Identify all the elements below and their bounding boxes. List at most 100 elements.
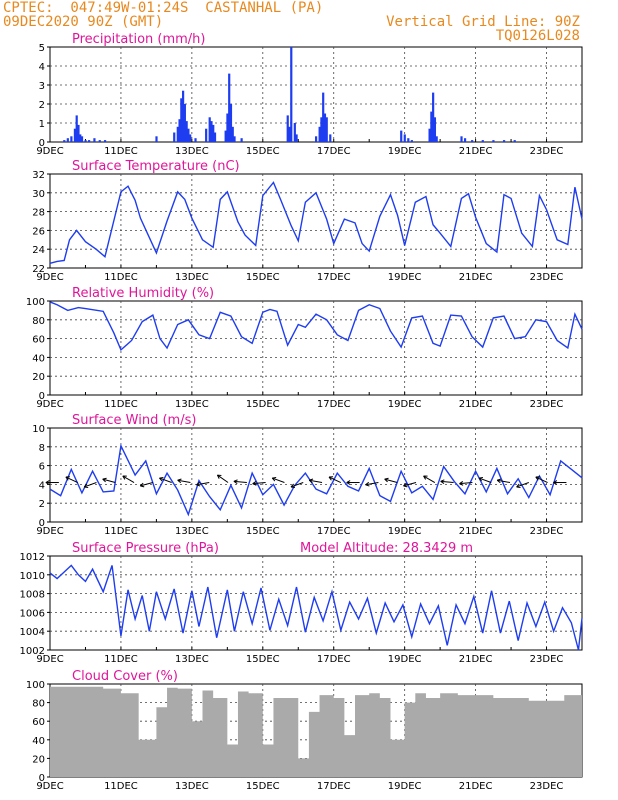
wind-arrow-head (553, 480, 558, 483)
temperature-ytick-label: 26 (32, 226, 45, 237)
precip-bar (492, 140, 495, 142)
pressure-ytick-label: 1010 (20, 571, 45, 582)
wind-arrow-head (365, 481, 370, 486)
wind-arrow-head (535, 476, 539, 481)
precipitation-ytick-label: 5 (39, 43, 45, 54)
wind-arrow-shaft (272, 477, 285, 483)
wind-arrow-head (346, 482, 351, 485)
wind-arrow-icon (139, 482, 153, 488)
pressure-annotation: Model Altitude: 28.3429 m (300, 541, 473, 556)
precip-bar (155, 136, 158, 142)
temperature-ytick-label: 30 (32, 189, 45, 200)
humidity-xtick-label: 9DEC (36, 399, 63, 410)
wind-arrow-icon (177, 478, 191, 484)
precip-bar (286, 115, 289, 142)
precipitation-xtick-label: 21DEC (459, 146, 493, 157)
precip-bar (212, 124, 215, 142)
humidity-xtick-label: 21DEC (459, 399, 493, 410)
wind-arrow-shaft (328, 476, 342, 483)
humidity-ytick-label: 80 (32, 316, 45, 327)
wind-arrow-head (478, 476, 484, 479)
wind-xtick-label: 23DEC (530, 526, 564, 537)
wind-arrow-head (497, 478, 502, 481)
precip-bar (176, 126, 179, 142)
wind-arrow-head (159, 476, 164, 479)
precip-bar (320, 117, 323, 142)
wind-arrow-shaft (233, 480, 247, 484)
precip-bar (73, 128, 77, 142)
wind-arrow-shaft (423, 475, 436, 483)
wind-arrow-icon (216, 474, 229, 483)
wind-arrow-head (290, 486, 296, 489)
humidity-xtick-label: 11DEC (104, 399, 138, 410)
wind-arrow-icon (83, 482, 97, 489)
precip-bar (173, 132, 176, 142)
pressure-ytick-label: 1008 (20, 590, 45, 601)
precip-bar (410, 140, 413, 142)
wind-arrow-head (423, 475, 427, 480)
precip-bar (210, 121, 213, 142)
cloud-cover-xtick-label: 21DEC (459, 781, 493, 792)
wind-arrow-head (459, 483, 464, 486)
precip-bar (229, 104, 233, 142)
wind-arrow-shaft (365, 482, 379, 486)
wind-arrow-head (553, 482, 558, 485)
wind-arrow-icon (365, 481, 379, 487)
temperature-frame (49, 173, 583, 269)
wind-arrow-icon (196, 481, 210, 487)
wind-ytick-label: 4 (39, 480, 45, 491)
wind-arrow-shaft (384, 478, 398, 484)
pressure-xtick-label: 11DEC (104, 654, 138, 665)
humidity-ytick-label: 20 (32, 372, 45, 383)
wind-arrow-shaft (535, 476, 548, 483)
precip-bar (84, 140, 87, 142)
wind-ytick-label: 6 (39, 462, 45, 473)
pressure-title: Surface Pressure (hPa) (72, 541, 219, 556)
precip-bar (315, 136, 318, 142)
precip-bar (318, 126, 321, 142)
wind-arrow-shaft (140, 482, 153, 487)
precip-bar (325, 117, 328, 142)
wind-arrow-head (516, 483, 520, 488)
wind-arrow-head (196, 484, 201, 487)
temperature-xtick-label: 15DEC (246, 272, 280, 283)
precip-bar (187, 128, 190, 142)
wind-arrow-icon (553, 480, 567, 485)
cloud-cover-ytick-label: 100 (26, 680, 45, 691)
precipitation-panel: 0 1 2 3 4 5 9DEC 11DEC 13DEC 15DEC 17DEC 19DEC 21DEC… (36, 32, 583, 157)
wind-arrow-head (45, 482, 50, 485)
cloud-cover-xtick-label: 15DEC (246, 781, 280, 792)
wind-ytick-label: 2 (39, 499, 45, 510)
temperature-xtick-label: 17DEC (317, 272, 351, 283)
model-code: TQ0126L028 (495, 28, 580, 44)
precip-bar (93, 138, 96, 142)
cloud-cover-xtick-label: 13DEC (175, 781, 209, 792)
pressure-xtick-label: 23DEC (530, 654, 564, 665)
temperature-title: Surface Temperature (nC) (72, 159, 240, 174)
wind-arrow-icon (423, 475, 436, 483)
pressure-ytick-label: 1012 (20, 552, 45, 563)
pressure-panel: 1002 1004 1006 1008 1010 1012 9DEC 11DEC 13DEC 15… (20, 541, 583, 665)
wind-arrow-head (403, 485, 408, 488)
wind-arrow-head (252, 481, 257, 485)
cloud-cover-ytick-label: 40 (32, 736, 45, 747)
precip-bar (80, 136, 84, 142)
precip-bar (208, 117, 211, 142)
humidity-series-line (49, 301, 583, 352)
precip-bar (433, 117, 437, 142)
temperature-ytick-label: 24 (32, 245, 45, 256)
precip-bar (240, 138, 243, 142)
wind-arrow-shaft (290, 482, 304, 488)
precip-bar (430, 111, 433, 142)
wind-arrow-head (122, 475, 126, 480)
wind-arrow-head (459, 481, 464, 485)
wind-arrow-head (83, 483, 88, 488)
wind-arrow-head (309, 478, 314, 481)
wind-arrow-head (328, 476, 332, 481)
precip-bar (180, 98, 183, 142)
pressure-xtick-label: 17DEC (317, 654, 351, 665)
precip-bar (103, 140, 107, 142)
wind-arrow-icon (328, 476, 342, 483)
cloud-cover-xtick-label: 19DEC (388, 781, 422, 792)
